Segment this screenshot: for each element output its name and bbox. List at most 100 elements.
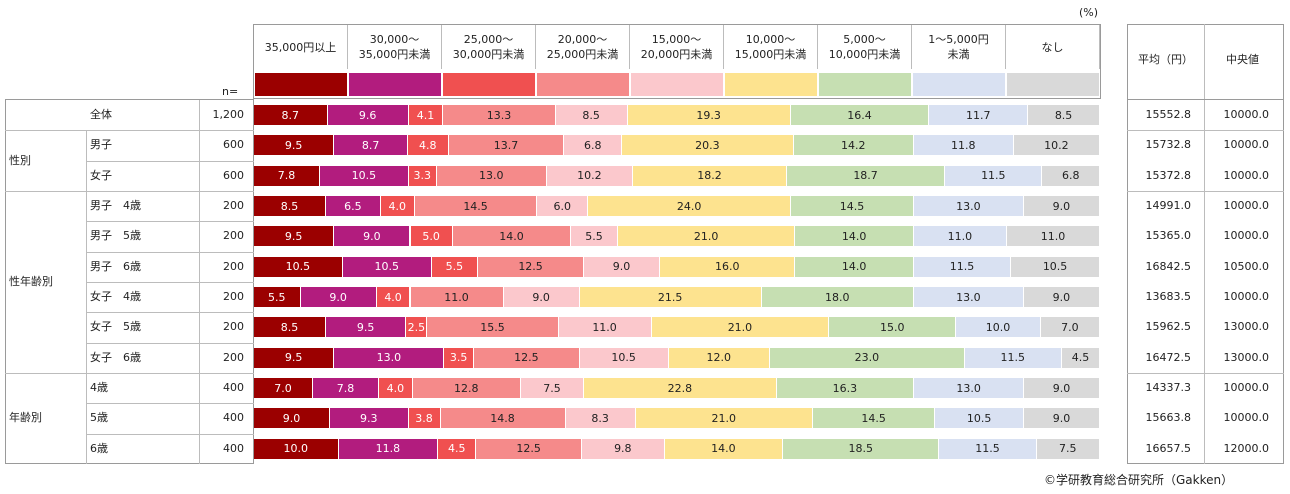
bar-segment: 18.7 <box>786 165 946 186</box>
bar-segment: 3.3 <box>408 165 437 186</box>
bar-segment: 11.5 <box>964 347 1062 368</box>
row-mean: 13683.5 <box>1145 290 1192 304</box>
bar-segment: 21.5 <box>579 287 762 308</box>
stats-group-separator <box>1127 191 1284 192</box>
bar-segment: 16.3 <box>776 378 915 399</box>
bar-segment: 8.5 <box>254 317 326 338</box>
bar-segment: 14.5 <box>791 196 914 217</box>
bar-segment: 8.5 <box>254 196 326 217</box>
bar-segment: 10.2 <box>1013 135 1100 156</box>
row-n: 200 <box>223 259 244 273</box>
row-mean: 16657.5 <box>1145 441 1192 455</box>
group-label: 性別 <box>9 153 31 167</box>
row-label: 男子 6歳 <box>90 259 141 273</box>
bar-segment: 11.7 <box>929 105 1029 126</box>
legend-label-7: 1～5,000円 未満 <box>912 25 1006 69</box>
bar-segment: 11.5 <box>913 256 1012 277</box>
bar-segment: 15.0 <box>829 317 957 338</box>
row-mean: 15663.8 <box>1145 411 1192 425</box>
row-label: 全体 <box>90 108 112 122</box>
bar-segment: 16.4 <box>790 105 930 126</box>
bar-segment: 21.0 <box>651 317 830 338</box>
group-column-divider <box>86 130 87 191</box>
bar-segment: 21.0 <box>617 226 796 247</box>
row-mean: 15365.0 <box>1145 229 1192 243</box>
row-label: 女子 <box>90 168 112 182</box>
bar-segment: 10.5 <box>319 165 409 186</box>
row-median: 10500.0 <box>1223 259 1270 273</box>
row-label: 男子 4歳 <box>90 199 141 213</box>
row-mean: 15732.8 <box>1145 138 1192 152</box>
row-label: 6歳 <box>90 441 108 455</box>
bar-segment: 13.0 <box>913 287 1024 308</box>
bar-segment: 10.5 <box>342 256 432 277</box>
bar-segment: 11.0 <box>558 317 652 338</box>
bar-segment: 14.5 <box>812 408 936 429</box>
bar-segment: 4.5 <box>438 438 477 459</box>
bar-segment: 6.8 <box>1042 165 1100 186</box>
legend-label-3: 20,000～ 25,000円未満 <box>536 25 630 69</box>
bar-segment: 9.5 <box>254 135 335 156</box>
bar-segment: 8.7 <box>334 135 408 156</box>
bar-segment: 13.7 <box>448 135 565 156</box>
mean-header: 平均（円） <box>1138 53 1193 66</box>
row-mean: 15552.8 <box>1145 108 1192 122</box>
bar-segment: 14.2 <box>793 135 914 156</box>
bar-segment: 19.3 <box>627 105 791 126</box>
bar-segment: 9.0 <box>1024 408 1100 429</box>
bar-segment: 9.5 <box>254 347 335 368</box>
stats-table <box>1127 24 1284 464</box>
bar-segment: 6.0 <box>537 196 589 217</box>
legend-swatch-0 <box>255 73 348 96</box>
bar-segment: 9.0 <box>300 287 377 308</box>
bar-segment: 7.5 <box>1036 438 1100 459</box>
bar-segment: 4.0 <box>378 378 413 399</box>
bar-segment: 9.5 <box>254 226 335 247</box>
bar-segment: 10.5 <box>579 347 669 368</box>
legend-swatch-3 <box>537 73 630 96</box>
bar-segment: 10.5 <box>935 408 1024 429</box>
row-separator <box>86 343 254 344</box>
bar-segment: 10.2 <box>546 165 633 186</box>
bar-segment: 18.5 <box>783 438 940 459</box>
row-median: 10000.0 <box>1223 229 1270 243</box>
bar-segment: 13.0 <box>436 165 547 186</box>
row-n: 600 <box>223 168 244 182</box>
bar-segment: 7.5 <box>520 378 585 399</box>
bar-segment: 4.8 <box>407 135 449 156</box>
bar-segment: 9.0 <box>254 408 330 429</box>
row-n: 400 <box>223 381 244 395</box>
median-header: 中央値 <box>1226 53 1259 66</box>
legend-swatch-6 <box>819 73 912 96</box>
bar-segment: 3.5 <box>444 347 474 368</box>
stats-group-separator <box>1127 373 1284 374</box>
row-mean: 16842.5 <box>1145 259 1192 273</box>
stats-group-separator <box>1127 130 1284 131</box>
row-median: 10000.0 <box>1223 108 1270 122</box>
legend-swatch-7 <box>913 73 1006 96</box>
row-median: 10000.0 <box>1223 411 1270 425</box>
bar-segment: 7.0 <box>254 378 314 399</box>
bar-segment: 16.0 <box>660 256 796 277</box>
bar-segment: 22.8 <box>584 378 777 399</box>
row-separator <box>86 282 254 283</box>
bar-segment: 9.0 <box>1023 196 1100 217</box>
row-separator <box>86 312 254 313</box>
bar-segment: 12.5 <box>473 347 580 368</box>
bar-segment: 18.2 <box>633 165 787 186</box>
row-label: 男子 5歳 <box>90 229 141 243</box>
bar-segment: 7.0 <box>1040 317 1100 338</box>
bar-segment: 15.5 <box>427 317 559 338</box>
row-mean: 14991.0 <box>1145 199 1192 213</box>
legend-label-4: 15,000～ 20,000円未満 <box>630 25 724 69</box>
legend-swatch-1 <box>349 73 442 96</box>
row-n: 200 <box>223 290 244 304</box>
bar-segment: 2.5 <box>406 317 428 338</box>
row-mean: 15372.8 <box>1145 168 1192 182</box>
bar-segment: 8.5 <box>1028 105 1100 126</box>
row-median: 10000.0 <box>1223 168 1270 182</box>
bar-segment: 20.3 <box>622 135 794 156</box>
bar-segment: 8.3 <box>565 408 636 429</box>
bar-segment: 9.0 <box>503 287 580 308</box>
bar-segment: 4.1 <box>408 105 444 126</box>
